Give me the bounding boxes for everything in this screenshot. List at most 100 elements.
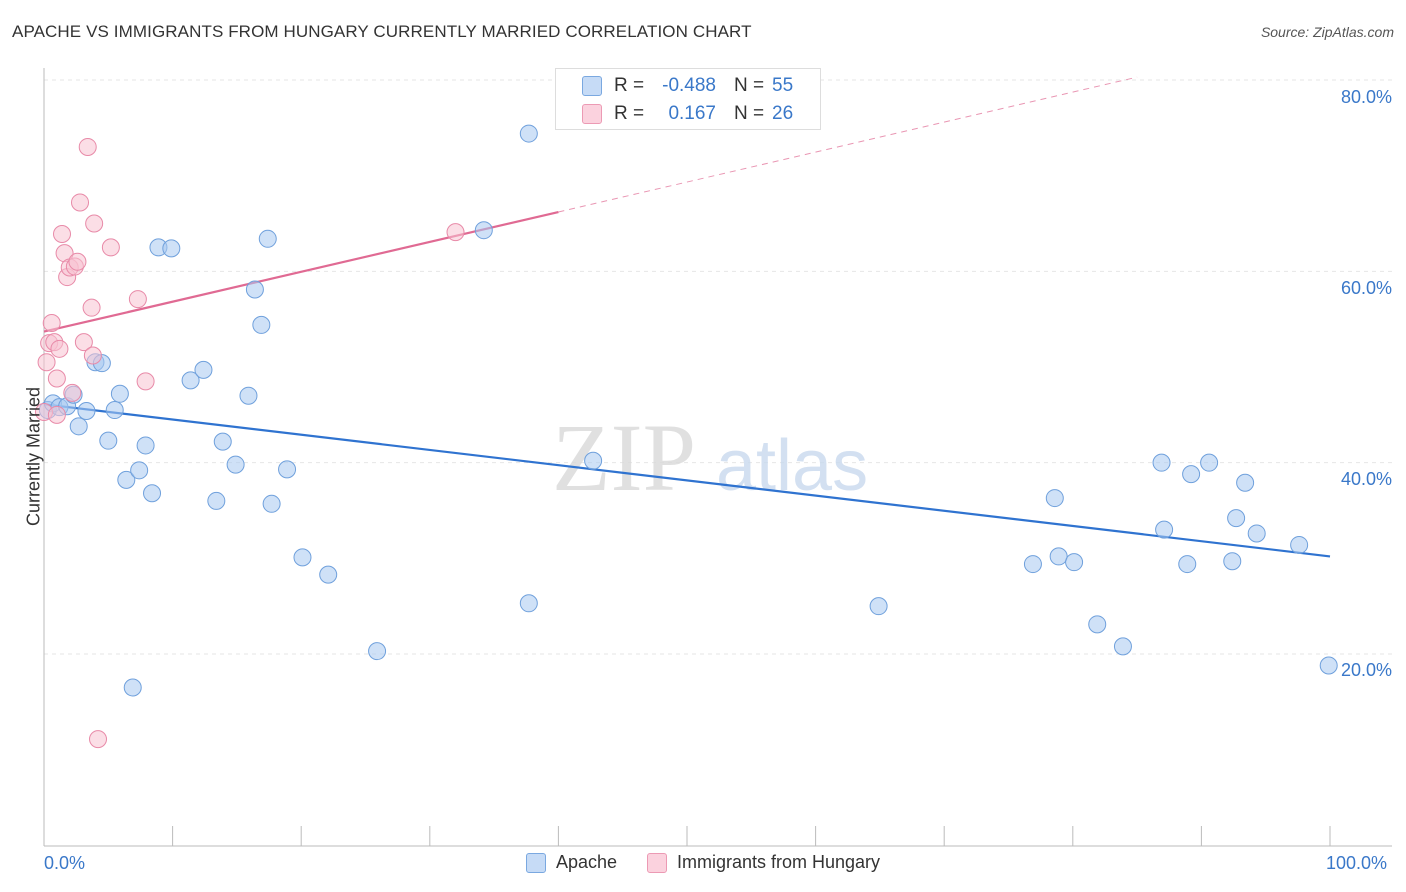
legend-item-apache[interactable]: Apache: [525, 852, 617, 873]
legend-swatch-apache: [525, 852, 546, 873]
watermark-atlas: atlas: [716, 426, 868, 506]
y-tick-label: 80.0%: [1340, 87, 1392, 107]
hungary-point: [71, 193, 90, 212]
r-label: R =: [614, 75, 645, 96]
apache-point: [1247, 524, 1266, 543]
apache-point: [1045, 489, 1064, 508]
n-value: 26: [772, 103, 794, 124]
stats-swatch-apache: [582, 76, 602, 96]
apache-point: [194, 360, 213, 379]
y-tick-label: 60.0%: [1340, 278, 1392, 298]
apache-point: [162, 239, 181, 258]
hungary-point: [446, 223, 465, 242]
apache-point: [1290, 535, 1309, 554]
hungary-point: [82, 298, 101, 317]
watermark: ZIP atlas: [552, 404, 868, 511]
trend-line-extension: [558, 76, 1138, 213]
apache-point: [245, 280, 264, 299]
y-tick-label: 20.0%: [1340, 660, 1392, 680]
apache-point: [143, 484, 162, 503]
x-tick-label-max: 100.0%: [1326, 853, 1388, 873]
apache-point: [77, 402, 96, 421]
hungary-point: [37, 353, 56, 372]
apache-point: [1065, 553, 1084, 572]
stats-row-apache: R = -0.488 N = 55: [556, 72, 820, 100]
apache-point: [69, 417, 88, 436]
apache-point: [1023, 555, 1042, 574]
trend-line-apache: [43, 403, 1331, 558]
trend-lines: [43, 76, 1331, 558]
y-tick-label: 40.0%: [1340, 469, 1392, 489]
legend-item-hungary[interactable]: Immigrants from Hungary: [647, 852, 880, 873]
hungary-point: [85, 214, 104, 233]
hungary-point: [68, 252, 87, 271]
apache-point: [123, 678, 142, 697]
x-tick-label-min: 0.0%: [44, 853, 86, 873]
hungary-point: [42, 313, 61, 332]
n-label: N =: [734, 103, 765, 124]
hungary-point: [47, 369, 66, 388]
r-value: 0.167: [668, 103, 716, 124]
hungary-point: [128, 290, 147, 309]
hungary-point: [78, 137, 97, 156]
apache-point: [1088, 615, 1107, 634]
apache-point: [99, 431, 118, 450]
hungary-point: [89, 730, 108, 749]
r-value: -0.488: [662, 75, 716, 96]
apache-point: [368, 642, 387, 661]
apache-point: [117, 470, 136, 489]
apache-point: [110, 384, 129, 403]
apache-point: [1178, 555, 1197, 574]
apache-point: [258, 229, 277, 248]
legend-label-apache: Apache: [555, 852, 617, 872]
apache-point: [136, 436, 155, 455]
source-label: Source: ZipAtlas.com: [1260, 24, 1394, 40]
chart-title: APACHE VS IMMIGRANTS FROM HUNGARY CURREN…: [12, 22, 752, 41]
axes: [43, 68, 1392, 847]
legend: Apache Immigrants from Hungary: [0, 852, 1406, 873]
apache-point: [252, 315, 271, 334]
apache-point: [1049, 547, 1068, 566]
legend-swatch-hungary: [647, 852, 667, 873]
apache-point: [319, 565, 338, 584]
apache-point: [584, 451, 603, 470]
trend-line-hungary: [43, 210, 559, 333]
apache-point: [474, 221, 493, 240]
apache-point: [1113, 637, 1132, 656]
n-value: 55: [772, 75, 794, 96]
n-label: N =: [734, 75, 765, 96]
hungary-point: [50, 339, 69, 358]
hungary-point: [83, 346, 102, 365]
apache-point: [293, 548, 312, 567]
apache-point: [226, 455, 245, 474]
apache-point: [1182, 465, 1201, 484]
watermark-zip: ZIP: [552, 404, 696, 511]
apache-point: [105, 401, 124, 420]
stats-row-hungary: R = 0.167 N = 26: [556, 100, 820, 128]
apache-point: [1155, 520, 1174, 539]
hungary-point: [136, 372, 155, 391]
apache-point: [1152, 453, 1171, 472]
apache-point: [1223, 552, 1242, 571]
apache-point: [869, 597, 888, 616]
stats-swatch-hungary: [582, 104, 602, 124]
apache-point: [519, 124, 538, 143]
r-label: R =: [614, 103, 645, 124]
apache-point: [1236, 473, 1255, 492]
data-points: [35, 124, 1338, 749]
apache-point: [207, 491, 226, 510]
stats-box: R = -0.488 N = 55 R = 0.167 N = 26: [555, 68, 821, 130]
apache-point: [239, 386, 258, 405]
apache-point: [1319, 656, 1338, 675]
apache-point: [213, 432, 232, 451]
apache-point: [1200, 453, 1219, 472]
hungary-point: [63, 383, 82, 402]
hungary-point: [47, 405, 66, 424]
hungary-point: [53, 225, 72, 244]
apache-point: [519, 594, 538, 613]
hungary-point: [101, 238, 120, 257]
apache-point: [130, 461, 149, 480]
apache-point: [278, 460, 297, 479]
legend-label-hungary: Immigrants from Hungary: [677, 852, 881, 872]
